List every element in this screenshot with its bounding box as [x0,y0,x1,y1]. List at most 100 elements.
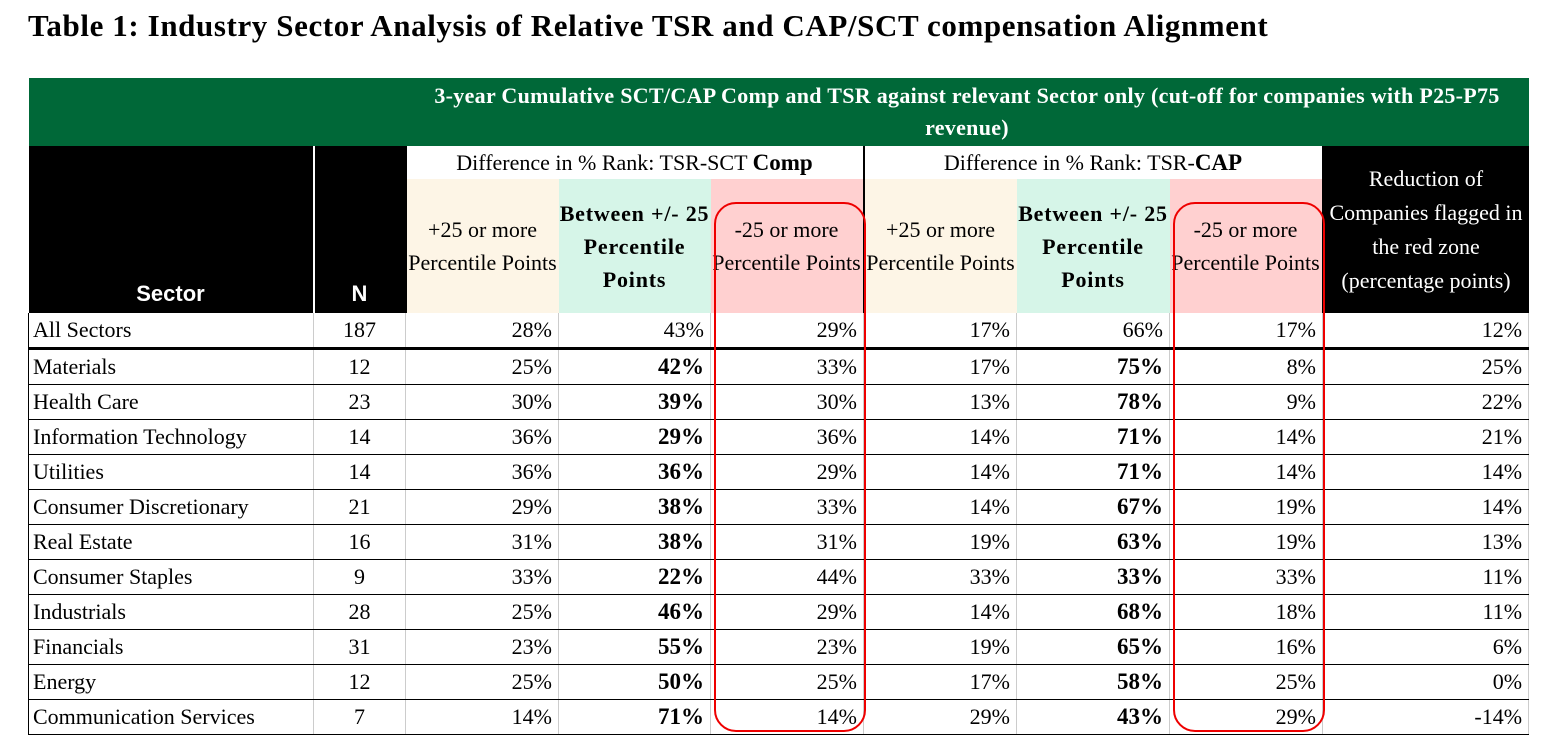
sct-minus25-cell: 36% [710,419,864,455]
cap-plus25-cell: 29% [863,699,1017,735]
sct-plus25-cell: 14% [405,699,559,735]
cap-between-cell: 58% [1016,664,1170,700]
table-row: Real Estate 16 31% 38% 31% 19% 63% 19% 13% [28,524,1530,560]
table-row: Utilities 14 36% 36% 29% 14% 71% 14% 14% [28,454,1530,490]
cap-between-cell: 71% [1016,454,1170,490]
n-cell: 31 [313,629,406,665]
sct-between-cell: 29% [558,419,711,455]
sct-minus25-cell: 25% [710,664,864,700]
sct-minus25-cell: 29% [710,313,864,350]
n-header-label: N [351,281,368,306]
banner-row: 3-year Cumulative SCT/CAP Comp and TSR a… [28,78,1529,146]
sct-group-header: Difference in % Rank: TSR-SCT Comp [404,146,864,179]
reduction-cell: 21% [1321,419,1530,455]
n-cell: 187 [313,313,406,350]
table-row: Industrials 28 25% 46% 29% 14% 68% 18% 11% [28,594,1530,630]
sector-cell: Information Technology [28,419,314,455]
cap-plus25-cell: 17% [863,348,1017,385]
sct-between-cell: 71% [558,699,711,735]
sector-cell: Health Care [28,384,314,420]
n-cell: 23 [313,384,406,420]
cap-plus25-cell: 33% [863,559,1017,595]
sct-between-cell: 38% [558,489,711,525]
table-row: Health Care 23 30% 39% 30% 13% 78% 9% 22% [28,384,1530,420]
sector-cell: Real Estate [28,524,314,560]
reduction-cell: 11% [1321,559,1530,595]
banner-spacer [313,78,406,146]
sct-plus25-cell: 36% [405,419,559,455]
sector-cell: Industrials [28,594,314,630]
table-row: Consumer Staples 9 33% 22% 44% 33% 33% 33% 11% [28,559,1530,595]
sct-between-cell: 50% [558,664,711,700]
sct-between-header: Between +/- 25 Percentile Points [558,179,711,313]
cap-group-header: Difference in % Rank: TSR-CAP [862,146,1323,179]
sector-analysis-table-wrap: 3-year Cumulative SCT/CAP Comp and TSR a… [28,78,1530,735]
sector-cell: Materials [28,348,314,385]
cap-minus25-cell: 16% [1169,629,1323,665]
cap-minus25-cell: 8% [1169,348,1323,385]
reduction-cell: 0% [1321,664,1530,700]
cap-minus25-cell: 19% [1169,524,1323,560]
reduction-cell: 13% [1321,524,1530,560]
reduction-cell: 25% [1321,348,1530,385]
banner-title: 3-year Cumulative SCT/CAP Comp and TSR a… [405,78,1529,146]
reduction-cell: 12% [1321,313,1530,350]
cap-between-cell: 63% [1016,524,1170,560]
reduction-header: Reduction of Companies flagged in the re… [1321,146,1529,313]
sct-minus25-cell: 29% [710,594,864,630]
cap-group-label: Difference in % Rank: TSR- [943,149,1195,175]
sct-between-cell: 22% [558,559,711,595]
cap-plus25-cell: 14% [863,454,1017,490]
sct-between-cell: 36% [558,454,711,490]
n-cell: 12 [313,664,406,700]
sct-minus25-cell: 23% [710,629,864,665]
sct-plus25-cell: 25% [405,664,559,700]
table-body: All Sectors 187 28% 43% 29% 17% 66% 17% 12% Mater… [28,313,1530,735]
cap-between-cell: 65% [1016,629,1170,665]
sct-plus25-cell: 33% [405,559,559,595]
table-title: Table 1: Industry Sector Analysis of Rel… [28,8,1269,43]
cap-plus25-cell: 19% [863,524,1017,560]
sct-plus25-cell: 25% [405,594,559,630]
sct-minus25-cell: 44% [710,559,864,595]
cap-between-cell: 75% [1016,348,1170,385]
sct-minus25-cell: 29% [710,454,864,490]
cap-between-cell: 68% [1016,594,1170,630]
group-header-row: Sector N Difference in % Rank: TSR-SCT C… [28,146,1529,313]
table-row: All Sectors 187 28% 43% 29% 17% 66% 17% 12% [28,313,1530,350]
column-header-row: +25 or more Percentile Points Between +/… [29,179,1529,313]
cap-minus25-cell: 17% [1169,313,1323,350]
sct-between-cell: 55% [558,629,711,665]
reduction-cell: 14% [1321,489,1530,525]
cap-minus25-cell: 14% [1169,419,1323,455]
sector-analysis-table: 3-year Cumulative SCT/CAP Comp and TSR a… [28,78,1530,735]
sct-minus25-cell: 33% [710,489,864,525]
sector-cell: Communication Services [28,699,314,735]
cap-plus25-cell: 14% [863,489,1017,525]
sct-plus25-header: +25 or more Percentile Points [404,179,559,313]
n-cell: 14 [313,454,406,490]
sct-minus25-cell: 30% [710,384,864,420]
cap-minus25-cell: 9% [1169,384,1323,420]
cap-plus25-cell: 17% [863,313,1017,350]
cap-group-label-bold: CAP [1194,149,1243,175]
n-cell: 16 [313,524,406,560]
sct-between-cell: 46% [558,594,711,630]
table-row: Consumer Discretionary 21 29% 38% 33% 14% 67% 1… [28,489,1530,525]
table-row: Materials 12 25% 42% 33% 17% 75% 8% 25% [28,348,1530,385]
reduction-cell: 11% [1321,594,1530,630]
cap-plus25-cell: 13% [863,384,1017,420]
reduction-cell: 14% [1321,454,1530,490]
banner-spacer [28,78,314,146]
table-row: Financials 31 23% 55% 23% 19% 65% 16% 6% [28,629,1530,665]
sector-cell: All Sectors [28,313,314,350]
table-row: Energy 12 25% 50% 25% 17% 58% 25% 0% [28,664,1530,700]
sct-between-cell: 42% [558,348,711,385]
n-cell: 14 [313,419,406,455]
cap-between-cell: 33% [1016,559,1170,595]
sector-cell: Consumer Discretionary [28,489,314,525]
n-cell: 9 [313,559,406,595]
sector-cell: Consumer Staples [28,559,314,595]
cap-plus25-header: +25 or more Percentile Points [862,179,1017,313]
reduction-cell: 22% [1321,384,1530,420]
